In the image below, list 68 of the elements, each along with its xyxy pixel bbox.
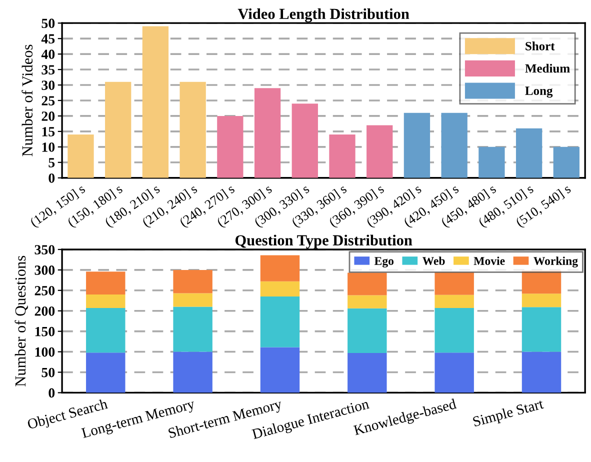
y-tick-label: 50 bbox=[42, 368, 55, 378]
y-tick-label: 250 bbox=[34, 286, 55, 296]
bar bbox=[522, 307, 562, 352]
bar bbox=[292, 104, 318, 178]
bar bbox=[180, 82, 206, 178]
y-tick-label: 200 bbox=[34, 306, 55, 316]
bar bbox=[173, 352, 212, 393]
bar bbox=[86, 308, 126, 353]
bar bbox=[522, 294, 562, 308]
bar bbox=[348, 308, 387, 354]
y-tick-label: 100 bbox=[35, 347, 55, 357]
legend-label: Movie bbox=[474, 256, 505, 265]
y-axis-title: Number of Videos bbox=[22, 44, 33, 156]
x-tick-label: Simple Start bbox=[472, 398, 545, 430]
y-tick-label: 25 bbox=[42, 96, 55, 106]
legend-label: Long bbox=[525, 86, 553, 98]
bar bbox=[260, 296, 300, 348]
bar bbox=[105, 82, 132, 178]
bar bbox=[348, 272, 387, 296]
bar bbox=[553, 146, 580, 178]
y-tick-label: 20 bbox=[42, 112, 55, 121]
bar bbox=[217, 116, 244, 178]
legend-label: Medium bbox=[525, 64, 570, 73]
y-axis-title: Number of Questions bbox=[14, 256, 28, 386]
legend-label: Short bbox=[526, 42, 555, 50]
bar bbox=[173, 270, 212, 294]
bar bbox=[260, 255, 300, 282]
y-tick-label: 300 bbox=[34, 266, 55, 275]
bar bbox=[516, 128, 542, 178]
y-tick-label: 15 bbox=[42, 127, 55, 136]
bar bbox=[68, 134, 94, 178]
bar bbox=[478, 146, 505, 178]
y-tick-label: 0 bbox=[48, 173, 55, 183]
bar bbox=[173, 293, 212, 307]
bar bbox=[434, 272, 474, 295]
y-tick-label: 5 bbox=[48, 158, 55, 168]
bar bbox=[434, 352, 474, 393]
bar bbox=[434, 308, 474, 353]
y-tick-label: 0 bbox=[48, 388, 55, 398]
bar bbox=[434, 294, 474, 308]
bar bbox=[260, 347, 300, 393]
bar bbox=[329, 134, 356, 178]
legend-label: Working bbox=[534, 256, 578, 268]
bar bbox=[86, 352, 126, 393]
bar bbox=[441, 112, 468, 178]
bar bbox=[142, 26, 169, 178]
y-tick-label: 45 bbox=[41, 34, 55, 44]
chart-title: Question Type Distribution bbox=[235, 234, 412, 249]
y-tick-label: 35 bbox=[42, 65, 55, 74]
bar bbox=[522, 352, 562, 393]
y-tick-label: 150 bbox=[35, 326, 55, 336]
bar bbox=[86, 294, 126, 308]
y-tick-label: 10 bbox=[42, 142, 55, 152]
chart-title: Video Length Distribution bbox=[238, 8, 410, 22]
y-tick-label: 350 bbox=[34, 245, 55, 254]
y-tick-label: 30 bbox=[42, 80, 55, 90]
bar bbox=[348, 295, 387, 308]
bar bbox=[260, 281, 300, 297]
bar bbox=[366, 125, 393, 178]
y-tick-label: 50 bbox=[42, 18, 55, 28]
y-tick-label: 40 bbox=[41, 50, 55, 60]
bar bbox=[173, 306, 212, 352]
bar bbox=[404, 112, 430, 178]
bar bbox=[348, 353, 387, 393]
legend-label: Web bbox=[422, 256, 445, 266]
legend-label: Ego bbox=[374, 257, 394, 268]
bar bbox=[86, 272, 126, 294]
bar bbox=[254, 88, 281, 178]
